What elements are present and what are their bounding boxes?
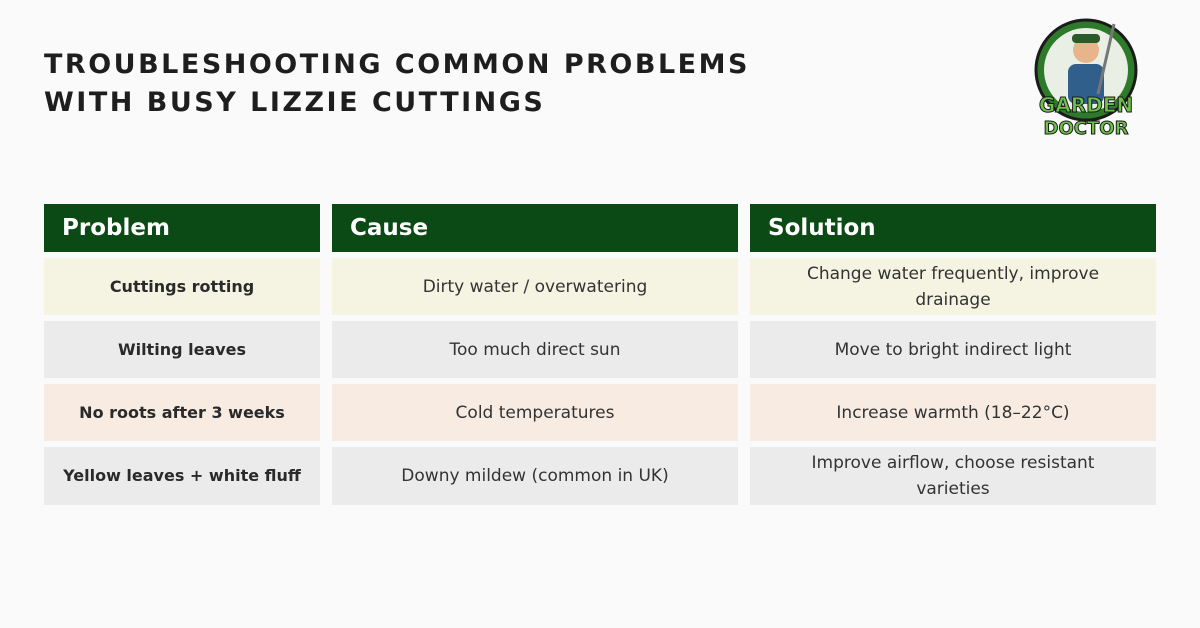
table: Problem Cause Solution Cuttings rotting Dirt… (44, 204, 1156, 505)
table-cell: Change water frequently, improve drainag… (750, 258, 1156, 315)
table-cell: Move to bright indirect light (750, 321, 1156, 378)
title-line: WITH BUSY LIZZIE CUTTINGS (44, 87, 546, 118)
title-line: TROUBLESHOOTING COMMON PROBLEMS (44, 49, 750, 80)
title: TROUBLESHOOTING COMMON PROBLEMS WITH BUS… (44, 46, 750, 122)
table-cell: Too much direct sun (332, 321, 738, 378)
logo-text: GARDEN (1039, 93, 1133, 117)
table-cell: Dirty water / overwatering (332, 258, 738, 315)
table-cell: Downy mildew (common in UK) (332, 447, 738, 505)
table-cell: Increase warmth (18–22°C) (750, 384, 1156, 441)
logo-text: DOCTOR (1044, 118, 1129, 139)
column-header: Solution (750, 204, 1156, 252)
table-cell: Yellow leaves + white fluff (44, 447, 320, 505)
logo: GARDEN DOCTOR (1034, 18, 1138, 140)
table-cell: Cuttings rotting (44, 258, 320, 315)
table-cell: Wilting leaves (44, 321, 320, 378)
table-cell: No roots after 3 weeks (44, 384, 320, 441)
table-cell: Cold temperatures (332, 384, 738, 441)
column-header: Cause (332, 204, 738, 252)
table-cell: Improve airflow, choose resistant variet… (750, 447, 1156, 505)
column-header: Problem (44, 204, 320, 252)
